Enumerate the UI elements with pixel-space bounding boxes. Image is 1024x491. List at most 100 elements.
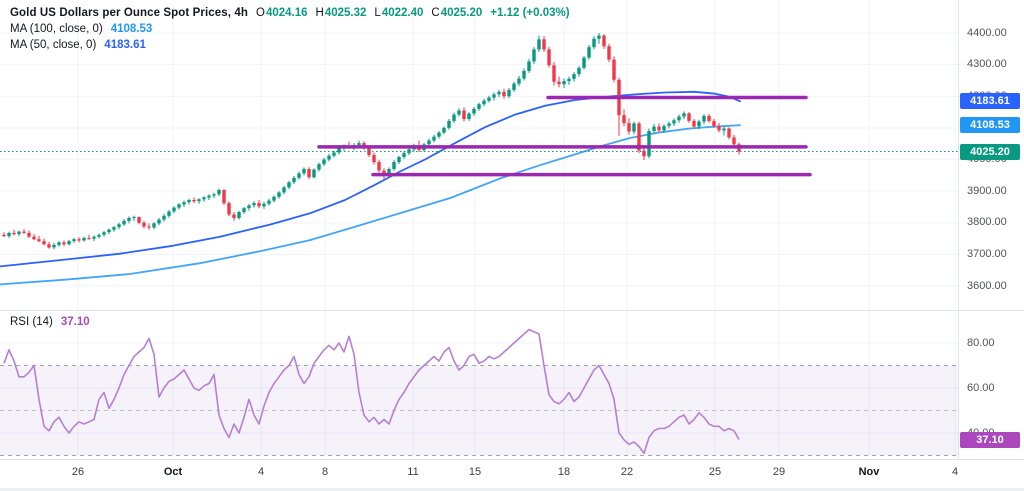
candle-body <box>217 189 221 195</box>
time-tick-label: 4 <box>257 466 265 478</box>
candle-body <box>2 234 6 237</box>
candle-body <box>107 229 111 233</box>
rsi-pane[interactable] <box>0 310 958 459</box>
candle-body <box>332 152 336 156</box>
pane-separator[interactable] <box>0 310 1024 311</box>
candle-body <box>37 239 41 242</box>
candle-body <box>592 38 596 48</box>
time-tick-label: 8 <box>321 466 329 478</box>
candle-body <box>112 227 116 230</box>
price-axis-separator <box>958 0 959 459</box>
rsi-line[interactable] <box>3 328 740 455</box>
time-tick-label: 29 <box>772 466 786 478</box>
candle-body <box>642 150 646 157</box>
ma100-line[interactable] <box>0 124 741 286</box>
candle-body <box>27 232 31 237</box>
ma50-legend-row[interactable]: MA (50, close, 0) 4183.61 <box>10 37 570 53</box>
ma100-label: MA (100, close, 0) <box>10 23 103 35</box>
candle-body <box>287 182 291 188</box>
time-tick-label: Oct <box>163 466 183 478</box>
candle-body <box>272 196 276 201</box>
candle-body <box>22 231 26 233</box>
candle-body <box>587 47 591 58</box>
candle-body <box>62 242 66 245</box>
candle-body <box>437 132 441 137</box>
rsi-legend-row[interactable]: RSI (14) 37.10 <box>10 314 90 330</box>
candle-body <box>122 220 126 225</box>
candle-body <box>117 224 121 228</box>
candle-body <box>462 110 466 119</box>
candle-body <box>247 205 251 209</box>
candle-body <box>692 120 696 127</box>
rsi-value-badge: 37.10 <box>960 432 1020 448</box>
candle-body <box>582 57 586 68</box>
candle-body <box>57 242 61 245</box>
candle-body <box>517 78 521 84</box>
candle-body <box>672 120 676 124</box>
candle-body <box>722 128 726 131</box>
candle-body <box>622 115 626 124</box>
candle-body <box>277 192 281 197</box>
candle-body <box>7 232 11 237</box>
main-price-pane[interactable] <box>0 0 958 310</box>
candle-body <box>567 78 571 82</box>
candle-body <box>657 126 661 131</box>
ma100-legend-row[interactable]: MA (100, close, 0) 4108.53 <box>10 21 570 37</box>
candle-body <box>322 159 326 165</box>
candle-body <box>32 236 36 240</box>
price-tick-label: 4300.00 <box>967 58 1007 70</box>
bottom-border <box>0 488 1024 491</box>
candle-body <box>457 110 461 115</box>
candle-body <box>87 237 91 239</box>
candle-body <box>187 200 191 203</box>
candle-body <box>472 108 476 114</box>
candle-body <box>292 177 296 183</box>
candle-body <box>682 113 686 117</box>
candle-body <box>497 91 501 95</box>
price-axis[interactable]: 4400.004300.004200.004100.004000.003900.… <box>958 0 1024 459</box>
time-tick-label: 4 <box>951 466 959 478</box>
rsi-value: 37.10 <box>60 316 90 328</box>
ma50-line[interactable] <box>0 90 741 268</box>
candle-body <box>662 126 666 131</box>
ma50-value: 4183.61 <box>104 39 146 51</box>
candle-body <box>697 121 701 127</box>
candle-body <box>337 148 341 153</box>
price-tick-label: 4400.00 <box>967 27 1007 39</box>
candle-body <box>562 81 566 85</box>
candle-body <box>172 207 176 212</box>
time-tick-label: 18 <box>557 466 571 478</box>
symbol-legend-row[interactable]: Gold US Dollars per Ounce Spot Prices, 4… <box>10 5 570 21</box>
candle-body <box>197 199 201 202</box>
candle-body <box>612 59 616 80</box>
time-tick-label: 22 <box>620 466 634 478</box>
rsi-band <box>0 365 958 456</box>
candles-layer[interactable] <box>2 33 741 250</box>
candle-body <box>142 222 146 227</box>
candle-body <box>17 231 21 235</box>
candle-body <box>102 232 106 235</box>
candle-body <box>167 211 171 216</box>
ma50-label: MA (50, close, 0) <box>10 39 97 51</box>
ohlc-high: H 4025.32 <box>315 7 367 19</box>
candle-body <box>387 169 391 176</box>
price-change: +1.12 (+0.03%) <box>490 7 570 19</box>
candle-body <box>647 131 651 157</box>
candle-body <box>12 232 16 235</box>
candle-body <box>687 113 691 121</box>
candle-body <box>632 123 636 132</box>
candle-body <box>372 155 376 163</box>
candle-body <box>302 169 306 174</box>
candle-body <box>357 143 361 145</box>
time-axis[interactable]: 26 Oct 4 8 11 15 18 22 25 29 Nov 4 <box>0 459 1024 488</box>
candle-body <box>397 157 401 163</box>
candle-body <box>52 244 56 248</box>
main-legend: Gold US Dollars per Ounce Spot Prices, 4… <box>10 5 570 53</box>
candle-body <box>542 39 546 50</box>
candle-body <box>667 123 671 126</box>
price-tick-label: 3600.00 <box>967 280 1007 292</box>
ohlc-close: C 4025.20 <box>431 7 483 19</box>
rsi-label: RSI (14) <box>10 316 53 328</box>
candle-body <box>522 70 526 79</box>
